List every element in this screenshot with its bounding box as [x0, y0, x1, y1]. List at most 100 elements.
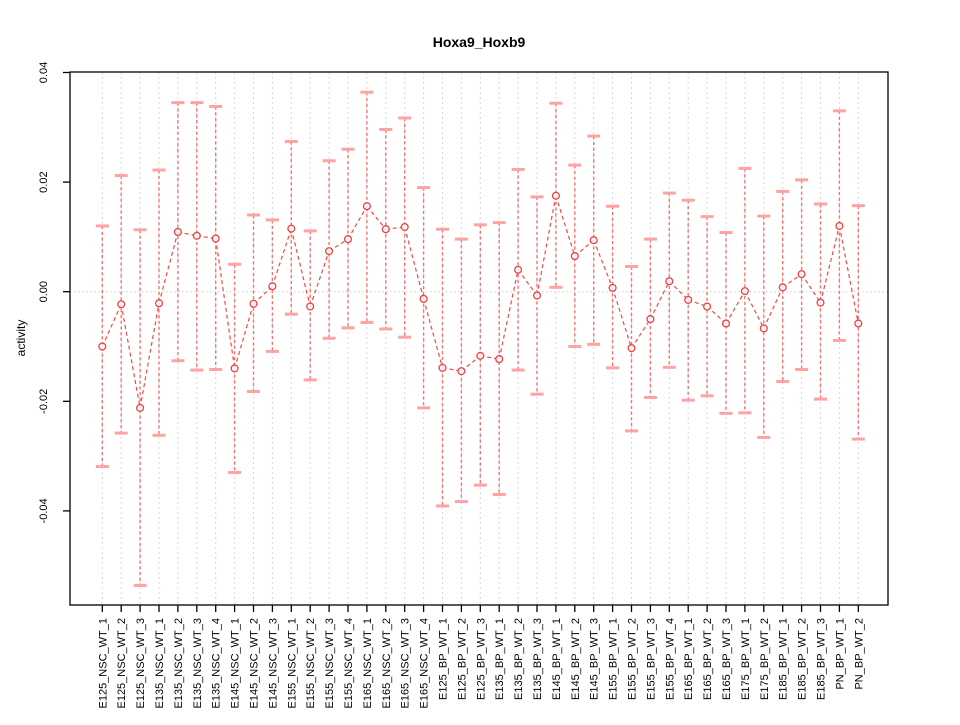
connector-line	[347, 205, 368, 240]
data-point	[778, 283, 787, 292]
data-point	[287, 224, 296, 233]
data-point	[173, 227, 182, 237]
connector-line	[801, 273, 822, 303]
connector-line	[309, 250, 330, 307]
x-tick-label: E125_BP_WT_3	[475, 618, 487, 700]
connector-line	[120, 304, 141, 408]
x-tick-label: E145_BP_WT_1	[551, 618, 563, 700]
x-tick-label: E185_BP_WT_2	[797, 618, 809, 700]
y-tick-label: -0.04	[38, 498, 50, 523]
data-point	[249, 299, 258, 308]
data-point	[306, 302, 315, 311]
data-point	[419, 294, 428, 303]
y-tick-label: 0.04	[38, 62, 50, 83]
x-tick-label: E125_NSC_WT_1	[97, 618, 109, 709]
data-point	[476, 351, 485, 360]
connector-line	[593, 239, 614, 289]
connector-line	[404, 226, 425, 299]
data-point	[684, 295, 693, 304]
connector-line	[271, 228, 292, 287]
connector-line	[253, 285, 273, 305]
y-tick-label: 0.00	[38, 281, 50, 302]
plot-box	[69, 71, 889, 606]
x-tick-label: E135_NSC_WT_2	[173, 618, 185, 709]
data-point	[759, 324, 768, 333]
data-point	[211, 234, 220, 243]
x-tick-label: E135_NSC_WT_1	[154, 618, 166, 709]
x-tick-label: E185_BP_WT_1	[778, 618, 790, 700]
data-point	[154, 299, 164, 308]
connector-line	[612, 287, 633, 349]
x-tick-label: E145_NSC_WT_1	[230, 618, 242, 709]
data-point	[854, 319, 863, 328]
y-tick-label: 0.02	[38, 171, 50, 192]
x-tick-label: E125_BP_WT_2	[456, 618, 468, 700]
data-point	[816, 298, 825, 307]
data-point	[438, 363, 447, 372]
data-point	[532, 291, 542, 300]
connector-line	[517, 269, 538, 296]
x-tick-label: E135_NSC_WT_4	[211, 618, 223, 709]
x-tick-label: E185_BP_WT_3	[816, 618, 828, 700]
x-tick-label: E165_BP_WT_3	[721, 618, 733, 700]
data-point	[627, 344, 636, 353]
data-point	[665, 277, 674, 286]
x-tick-label: E145_NSC_WT_3	[267, 618, 279, 709]
connector-line	[423, 298, 444, 369]
data-point	[646, 315, 655, 324]
x-tick-label: E155_BP_WT_3	[645, 618, 657, 700]
connector-line	[763, 287, 784, 329]
data-point	[117, 300, 126, 309]
grid-layer	[70, 72, 888, 605]
x-tick-label: E145_BP_WT_3	[589, 618, 601, 700]
y-tick-label: -0.02	[38, 389, 50, 414]
data-point	[362, 202, 371, 211]
data-point	[721, 319, 731, 328]
connector-line	[139, 303, 160, 408]
x-tick-label: E145_BP_WT_2	[570, 618, 582, 700]
data-point	[457, 367, 466, 376]
data-point	[589, 236, 598, 245]
chart-title: Hoxa9_Hoxb9	[433, 34, 526, 50]
x-tick-label: E165_BP_WT_2	[702, 618, 714, 700]
x-tick-label: E125_NSC_WT_3	[135, 618, 147, 709]
data-point	[608, 283, 617, 292]
connector-line	[536, 195, 557, 296]
connector-line	[366, 205, 387, 230]
connector-line	[555, 195, 576, 257]
x-tick-label: E125_NSC_WT_2	[116, 618, 128, 709]
x-tick-label: E145_NSC_WT_2	[249, 618, 261, 709]
x-tick-label: PN_BP_WT_1	[834, 618, 846, 690]
data-point	[136, 403, 145, 412]
data-point	[740, 287, 749, 296]
x-tick-label: E155_NSC_WT_1	[286, 618, 298, 709]
connector-line	[744, 290, 765, 329]
x-tick-label: E155_BP_WT_2	[627, 618, 639, 700]
x-tick-label: E125_BP_WT_1	[438, 618, 450, 700]
connector-line	[498, 269, 519, 360]
data-point	[343, 235, 353, 244]
data-point	[325, 247, 334, 256]
x-tick-label: E155_BP_WT_4	[664, 618, 676, 700]
x-tick-label: E165_NSC_WT_3	[400, 618, 412, 709]
connector-line	[234, 303, 255, 369]
connector-line	[725, 290, 746, 324]
x-tick-label: E155_BP_WT_1	[608, 618, 620, 700]
x-tick-label: PN_BP_WT_2	[853, 618, 865, 690]
x-tick-label: E165_NSC_WT_4	[419, 618, 431, 709]
data-point	[703, 302, 712, 311]
data-point	[495, 355, 504, 364]
data-point	[551, 191, 560, 200]
connector-line	[649, 281, 670, 320]
y-axis-title: activity	[14, 320, 28, 357]
axis-layer: -0.04 -0.02 0.00 0.02 0.04 E125_NSC_WT_1 E125_…	[38, 62, 889, 709]
data-point	[192, 231, 201, 240]
data-point	[400, 222, 409, 232]
connector-line	[819, 225, 840, 303]
data-point	[268, 282, 277, 291]
data-point	[98, 342, 107, 351]
x-tick-label: E155_NSC_WT_3	[324, 618, 336, 709]
x-tick-label: E135_BP_WT_3	[532, 618, 544, 700]
x-tick-label: E165_NSC_WT_2	[381, 618, 393, 709]
